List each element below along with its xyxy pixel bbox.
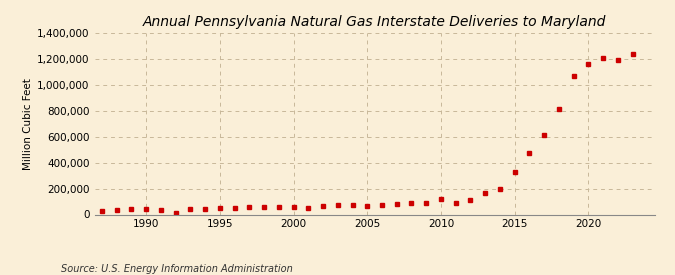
Text: Source: U.S. Energy Information Administration: Source: U.S. Energy Information Administ… [61, 264, 292, 274]
Y-axis label: Million Cubic Feet: Million Cubic Feet [23, 78, 33, 170]
Title: Annual Pennsylvania Natural Gas Interstate Deliveries to Maryland: Annual Pennsylvania Natural Gas Intersta… [143, 15, 606, 29]
